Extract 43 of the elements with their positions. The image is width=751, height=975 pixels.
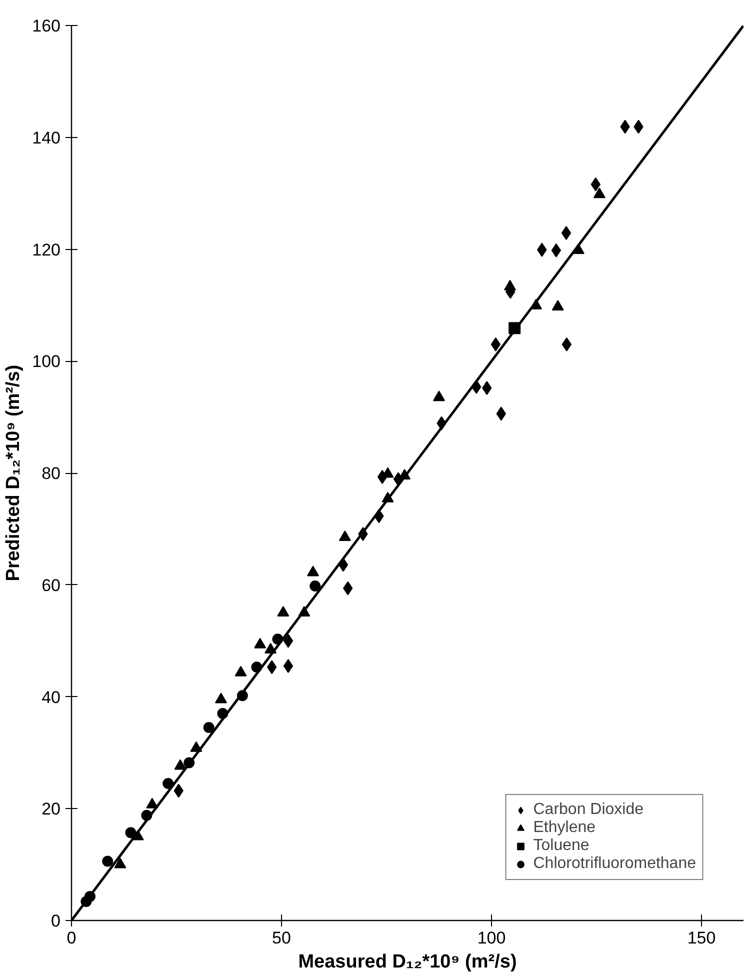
point: [504, 280, 516, 290]
point: [338, 530, 351, 542]
y-tick-label: 160: [32, 16, 61, 36]
x-tick-label: 150: [687, 928, 716, 948]
point: [125, 827, 136, 838]
point: [552, 300, 564, 311]
point: [490, 337, 501, 352]
point: [162, 778, 174, 789]
point: [310, 580, 321, 592]
point: [174, 759, 186, 770]
legend-label: Chlorotrifluoromethane: [533, 855, 696, 873]
y-tick-label: 0: [51, 912, 61, 930]
point: [283, 658, 294, 673]
point: [561, 226, 572, 240]
legend-label: Ethylene: [533, 819, 596, 837]
legend-label: Carbon Dioxide: [533, 801, 644, 819]
point: [277, 606, 290, 617]
point: [307, 566, 319, 576]
point: [102, 856, 114, 867]
point: [283, 634, 294, 648]
y-tick-label: 40: [42, 688, 61, 707]
point: [551, 243, 562, 258]
legend-label: Toluene: [533, 837, 590, 855]
point: [203, 722, 214, 734]
point: [254, 638, 266, 648]
point: [146, 798, 158, 808]
y-tick-label: 60: [42, 576, 61, 595]
y-axis-title: Predicted D₁₂*10⁹ (m²/s): [3, 364, 24, 582]
point: [433, 390, 445, 402]
point: [234, 666, 247, 676]
x-tick-label: 0: [66, 928, 76, 948]
x-tick-label: 50: [272, 928, 291, 948]
point: [593, 188, 606, 198]
y-tick-label: 140: [32, 128, 61, 148]
x-axis-title: Measured D₁₂*10⁹ (m²/s): [298, 952, 517, 972]
y-tick-label: 20: [42, 800, 61, 819]
x-tick-label: 100: [477, 928, 506, 948]
y-tick-label: 100: [32, 352, 61, 372]
y-tick-label: 120: [32, 240, 61, 260]
y-tick-label: 80: [42, 464, 61, 483]
point: [562, 337, 572, 352]
point: [215, 692, 228, 704]
point: [114, 858, 126, 868]
